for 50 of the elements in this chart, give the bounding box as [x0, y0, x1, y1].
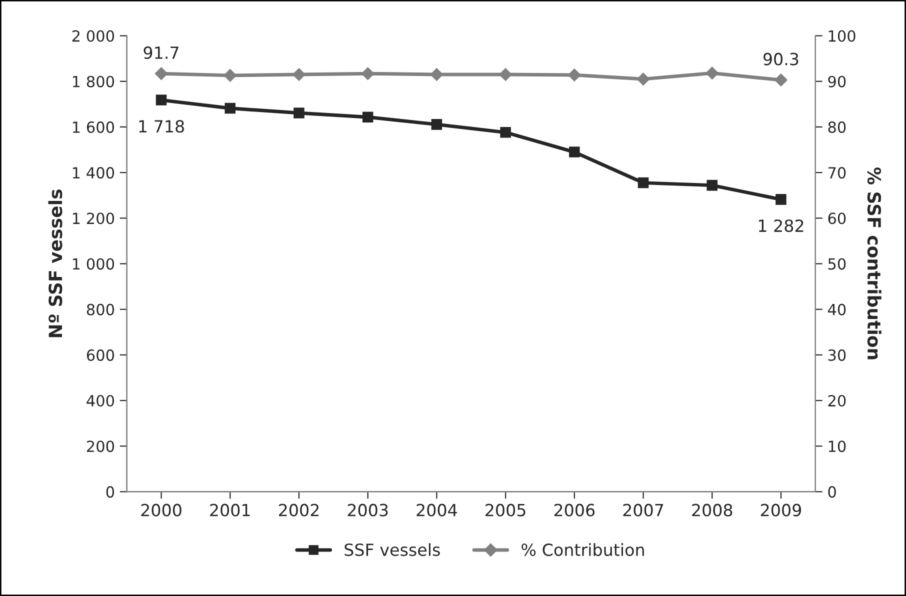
x-tick-label: 2005	[486, 504, 526, 516]
legend-label: SSF vessels	[344, 543, 440, 556]
y-tick-label: 1 000	[72, 258, 114, 270]
data-label: 1 282	[758, 219, 804, 232]
x-tick-label: 2002	[278, 504, 319, 516]
y-tick-label: 1 400	[72, 167, 114, 179]
y2-tick-label: 10	[828, 440, 846, 452]
y2-tick-label: 60	[828, 212, 846, 224]
x-tick-label: 2000	[141, 504, 182, 516]
point	[706, 180, 718, 191]
point	[500, 127, 511, 138]
x-tick-label: 2008	[692, 504, 732, 516]
y-tick-label: 800	[86, 304, 114, 316]
y-tick-label: 1 800	[72, 76, 114, 88]
point	[362, 112, 374, 123]
y-tick-label: 1 600	[72, 121, 114, 133]
y-tick-label: 600	[86, 349, 114, 361]
point	[294, 108, 304, 118]
point	[569, 146, 580, 158]
y2-tick-label: 80	[828, 121, 846, 133]
y2-tick-label: 40	[828, 304, 846, 316]
x-tick-label: 2006	[554, 504, 595, 516]
y2-tick-label: 70	[828, 167, 846, 179]
y-axis-title: Nº SSF vessels	[48, 190, 62, 338]
y2-tick-label: 90	[828, 76, 846, 88]
point	[776, 194, 786, 205]
legend-label: % Contribution	[522, 543, 644, 556]
y2-tick-label: 0	[828, 486, 836, 498]
y-tick-label: 2 000	[72, 30, 114, 42]
data-label: 1 718	[139, 120, 184, 133]
point	[431, 119, 442, 130]
y-tick-label: 400	[86, 394, 114, 407]
point	[638, 177, 649, 188]
point	[156, 94, 167, 106]
y-tick-label: 200	[86, 440, 114, 452]
data-label: 90.3	[763, 52, 798, 66]
y2-tick-label: 50	[828, 258, 846, 270]
y2-axis-title: % SSF contribution	[867, 167, 882, 360]
y2-tick-label: 20	[828, 394, 846, 407]
x-tick-label: 2009	[760, 504, 802, 516]
y-tick-label: 0	[106, 486, 114, 498]
data-label: 91.7	[144, 46, 178, 59]
x-tick-label: 2003	[348, 504, 388, 516]
y2-tick-label: 100	[828, 30, 856, 42]
point	[224, 102, 236, 114]
y2-tick-label: 30	[828, 349, 846, 361]
x-tick-label: 2004	[416, 504, 457, 516]
x-tick-label: 2001	[210, 504, 250, 516]
x-tick-label: 2007	[623, 504, 664, 516]
y-tick-label: 1 200	[72, 212, 114, 224]
